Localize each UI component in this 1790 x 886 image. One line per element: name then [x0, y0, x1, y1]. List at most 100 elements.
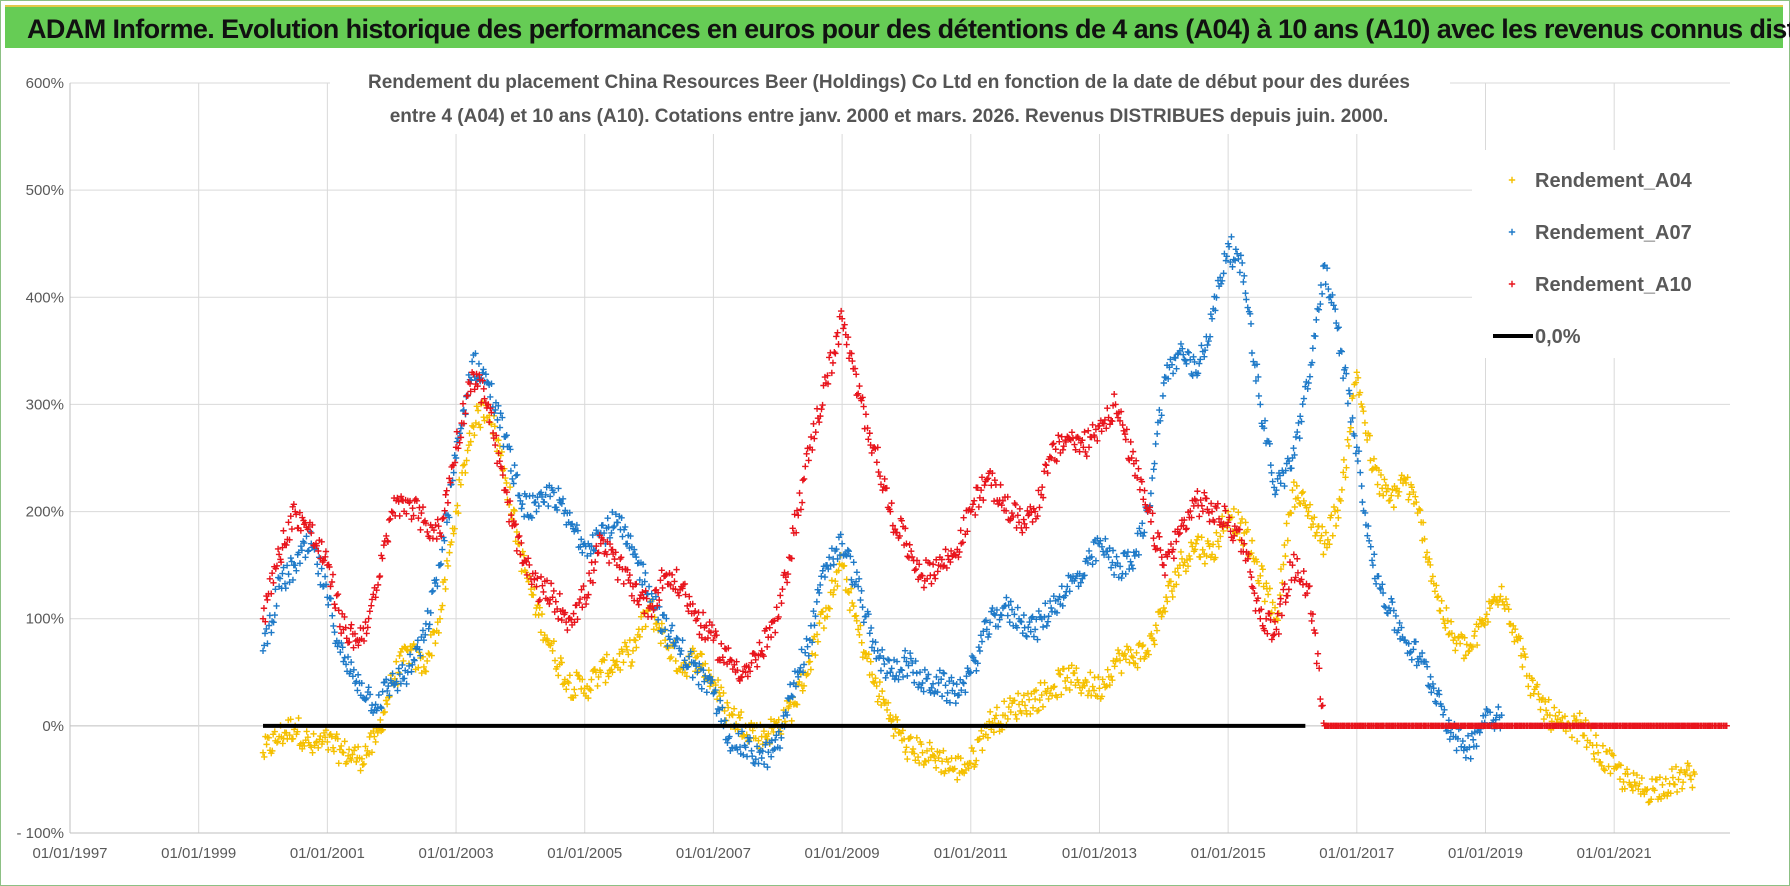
data-point: [855, 575, 863, 583]
data-point: [1376, 490, 1383, 498]
data-point: [519, 500, 526, 508]
data-point: [1300, 497, 1307, 505]
data-point: [1426, 683, 1433, 690]
data-point: [1044, 469, 1051, 477]
data-point: [1169, 370, 1177, 377]
data-point: [1264, 630, 1271, 637]
data-point: [854, 583, 862, 590]
data-point: [1535, 690, 1542, 698]
data-point: [1244, 304, 1251, 311]
data-point: [651, 614, 658, 621]
data-point: [1448, 630, 1456, 637]
data-point: [391, 681, 399, 688]
data-point: [810, 607, 817, 615]
data-point: [562, 618, 570, 626]
data-point: [557, 654, 564, 662]
data-point: [641, 610, 648, 617]
data-point: [570, 610, 577, 617]
data-point: [544, 637, 551, 644]
data-point: [1191, 358, 1198, 366]
data-point: [1438, 597, 1445, 605]
x-tick-label: 01/01/2019: [1448, 845, 1523, 862]
data-point: [993, 606, 1001, 614]
data-point: [591, 666, 599, 673]
data-point: [314, 561, 321, 568]
data-point: [720, 659, 728, 666]
data-point: [974, 660, 981, 667]
data-point: [784, 570, 792, 578]
data-point: [887, 508, 894, 515]
data-point: [1673, 788, 1681, 796]
data-point: [990, 497, 998, 505]
data-point: [753, 743, 761, 750]
data-point: [936, 667, 943, 674]
data-point: [1372, 463, 1379, 471]
data-point: [835, 567, 842, 574]
data-point: [992, 712, 1000, 719]
data-point: [787, 698, 794, 706]
data-point: [763, 625, 770, 632]
data-point: [1669, 774, 1677, 781]
data-point: [1246, 568, 1254, 576]
data-point: [1036, 696, 1044, 704]
data-point: [628, 592, 636, 600]
data-point: [716, 697, 724, 704]
data-point: [829, 359, 837, 367]
data-point: [790, 679, 798, 687]
data-point: [1317, 281, 1325, 289]
data-point: [566, 509, 573, 516]
data-point: [418, 509, 425, 517]
data-point: [1097, 537, 1104, 544]
data-point: [1104, 404, 1111, 412]
data-point: [980, 628, 987, 635]
data-point: [460, 406, 467, 414]
data-point: [1606, 747, 1613, 754]
data-point: [1667, 790, 1674, 797]
data-point: [443, 487, 450, 494]
data-point: [944, 758, 952, 766]
data-point: [1428, 689, 1435, 696]
data-point: [399, 661, 406, 669]
data-point: [1671, 781, 1679, 788]
data-point: [1220, 270, 1227, 277]
data-point: [575, 672, 583, 680]
data-point: [1624, 771, 1631, 778]
data-point: [309, 749, 316, 756]
data-point: [889, 522, 897, 529]
data-point: [1214, 500, 1222, 507]
data-point: [1386, 497, 1394, 504]
data-point: [1349, 414, 1356, 422]
data-point: [816, 419, 823, 426]
data-point: [789, 525, 796, 532]
data-point: [1359, 403, 1366, 411]
data-point: [1072, 446, 1079, 453]
data-point: [359, 761, 366, 769]
data-point: [834, 555, 841, 563]
data-point: [1058, 433, 1065, 440]
data-point: [875, 693, 883, 700]
data-point: [697, 622, 704, 629]
data-point: [1358, 400, 1365, 408]
data-point: [1636, 780, 1643, 788]
data-point: [1114, 414, 1122, 421]
data-point: [541, 631, 548, 639]
data-point: [1408, 656, 1415, 663]
data-point: [824, 613, 831, 620]
data-point: [874, 444, 881, 451]
data-point: [994, 500, 1002, 508]
data-point: [881, 660, 888, 668]
data-point: [1308, 617, 1315, 625]
data-point: [420, 663, 428, 671]
data-point: [1375, 573, 1382, 580]
data-point: [887, 669, 894, 676]
data-point: [1261, 598, 1268, 605]
data-point: [1041, 613, 1048, 621]
x-tick-label: 01/01/2011: [934, 845, 1008, 862]
data-point: [487, 405, 494, 412]
data-point: [1150, 466, 1157, 473]
data-point: [1313, 660, 1320, 667]
data-point: [1113, 553, 1120, 560]
data-point: [998, 502, 1005, 509]
data-point: [509, 475, 516, 483]
